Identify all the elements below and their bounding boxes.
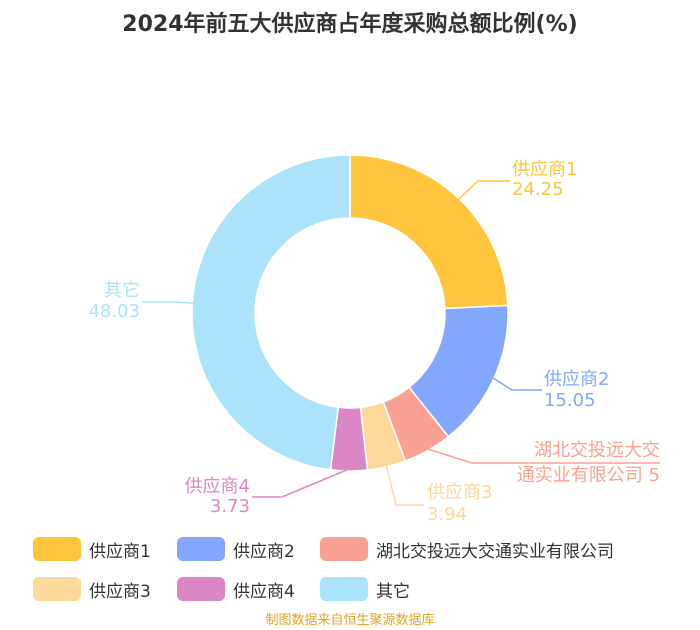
slice-value-1: 24.25 [512, 179, 564, 200]
slice-label-3: 湖北交投远大交 [534, 440, 660, 461]
slice-label-4: 供应商3 [427, 482, 492, 503]
slice-value-5: 3.73 [210, 496, 250, 517]
leader-line-5 [252, 468, 350, 498]
slice-6[interactable] [191, 154, 351, 471]
slice-value-4: 3.94 [427, 504, 467, 525]
source-note: 制图数据来自恒生聚源数据库 [265, 613, 435, 628]
slice-value-3: 通实业有限公司 5 [517, 465, 660, 486]
slice-1[interactable] [349, 154, 509, 310]
slice-value-6: 48.03 [88, 301, 140, 322]
slice-label-6: 其它 [104, 280, 140, 301]
slice-label-5: 供应商4 [185, 476, 250, 497]
leader-line-3 [426, 448, 660, 464]
leader-line-4 [385, 464, 424, 506]
leader-line-1 [457, 180, 510, 201]
slice-label-1: 供应商1 [512, 159, 577, 180]
slice-value-2: 15.05 [544, 390, 596, 411]
leader-line-2 [491, 376, 542, 391]
leader-line-6 [142, 301, 195, 305]
chart-title: 2024年前五大供应商占年度采购总额比例(%) [122, 12, 578, 37]
slice-label-2: 供应商2 [544, 369, 609, 390]
